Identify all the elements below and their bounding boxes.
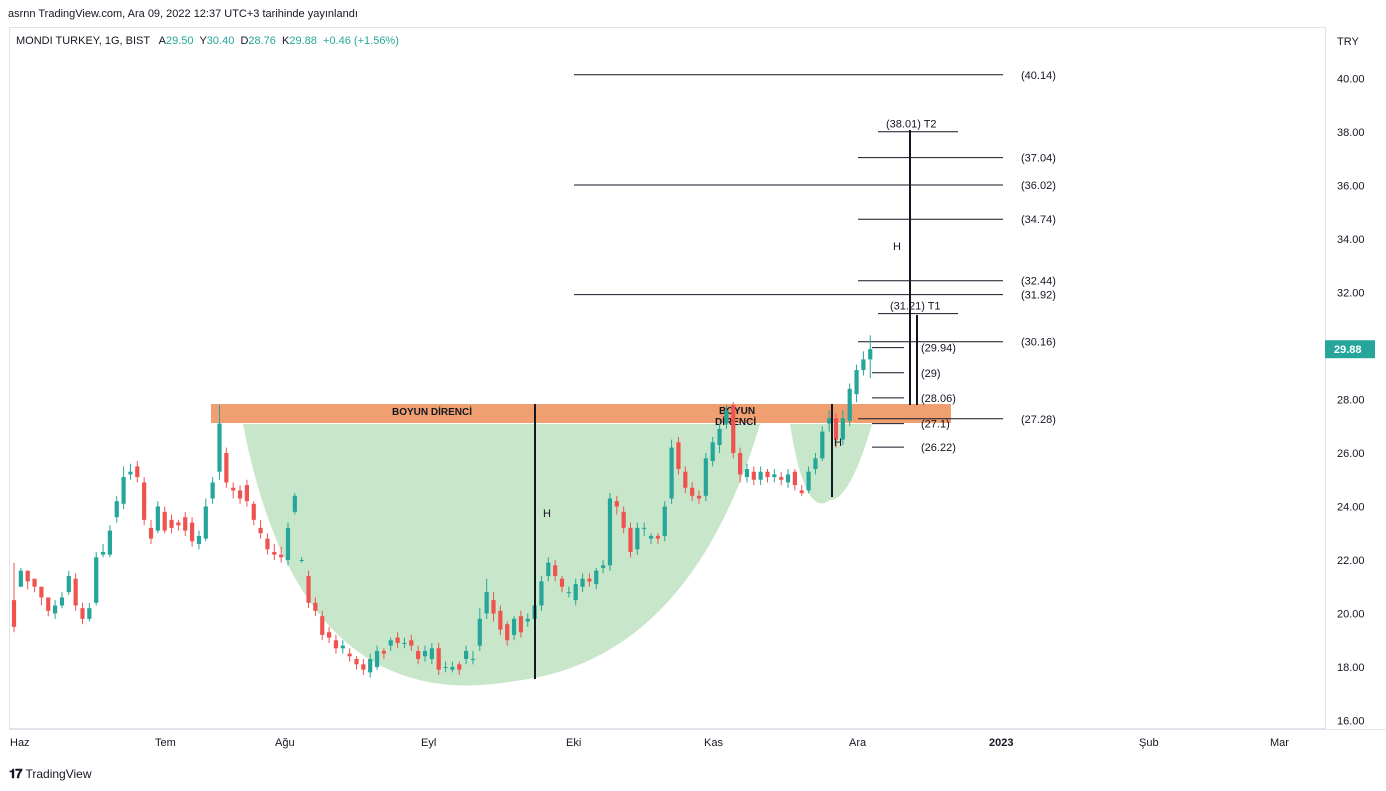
tradingview-logo[interactable]: 𝟏𝟕 TradingView <box>9 766 92 782</box>
low-label: D <box>240 35 249 47</box>
close-label: K <box>282 35 290 47</box>
time-axis[interactable] <box>9 729 1386 756</box>
brand-name: TradingView <box>25 767 92 781</box>
open-label: A <box>158 35 166 47</box>
close-value: 29.88 <box>289 35 317 47</box>
high-label: Y <box>199 35 207 47</box>
chart-pane[interactable] <box>9 27 1325 729</box>
symbol-legend: MONDI TURKEY, 1G, BIST A29.50 Y30.40 D28… <box>16 35 399 47</box>
publish-info: asrnn TradingView.com, Ara 09, 2022 12:3… <box>8 8 358 20</box>
open-value: 29.50 <box>165 35 194 47</box>
low-value: 28.76 <box>248 35 276 47</box>
price-axis[interactable] <box>1325 27 1386 729</box>
tradingview-mark-icon: 𝟏𝟕 <box>9 766 23 781</box>
symbol-name: MONDI TURKEY, 1G, BIST <box>16 35 151 47</box>
high-value: 30.40 <box>206 35 235 47</box>
change-value: +0.46 (+1.56%) <box>323 35 399 47</box>
